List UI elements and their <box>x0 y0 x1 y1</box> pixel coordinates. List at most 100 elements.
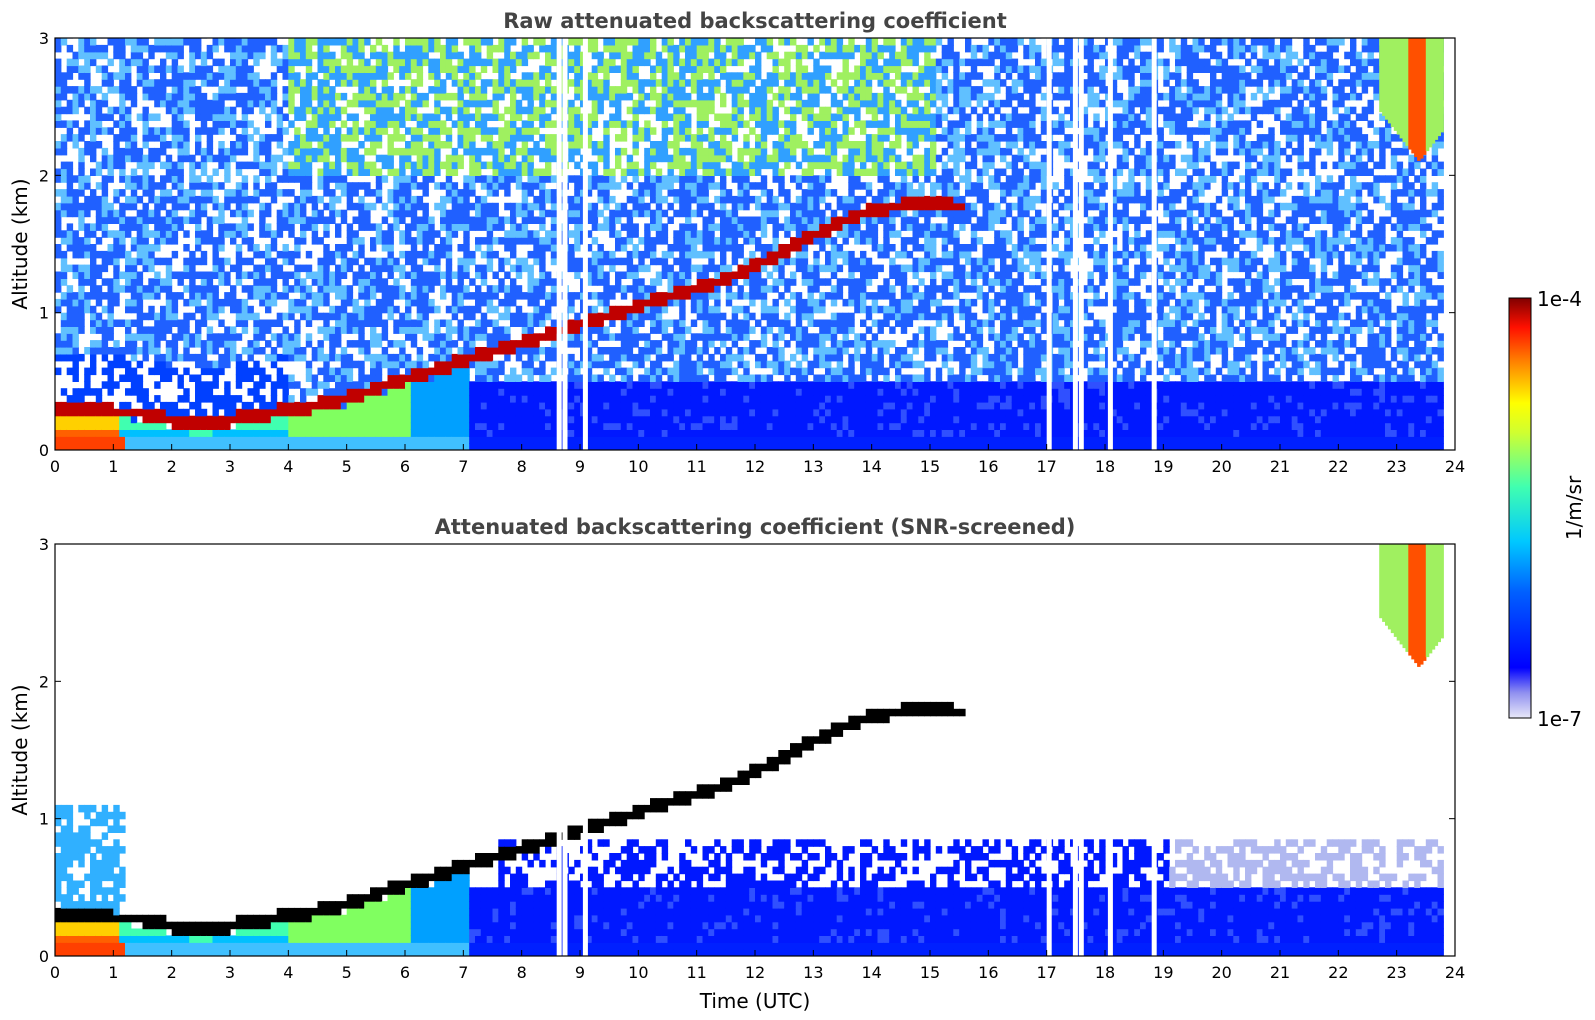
heatmap-cell <box>644 395 651 403</box>
heatmap-cell <box>650 209 657 218</box>
heatmap-cell <box>311 147 319 156</box>
heatmap-cell <box>340 326 348 334</box>
heatmap-cell <box>428 395 435 403</box>
heatmap-cell <box>130 38 138 46</box>
heatmap-cell <box>160 237 167 245</box>
heatmap-cell <box>200 120 208 128</box>
heatmap-cell <box>667 401 674 410</box>
heatmap-cell <box>113 360 120 369</box>
heatmap-cell <box>585 113 593 121</box>
heatmap-cell <box>603 395 610 403</box>
heatmap-cell <box>364 401 371 410</box>
heatmap-cell <box>405 381 412 389</box>
heatmap-cell <box>492 154 499 163</box>
heatmap-cell <box>440 374 447 382</box>
heatmap-cell <box>620 127 628 135</box>
heatmap-cell <box>434 360 441 369</box>
heatmap-cell <box>410 278 418 286</box>
heatmap-cell <box>259 264 266 273</box>
heatmap-cell <box>165 312 173 321</box>
heatmap-cell <box>346 195 354 204</box>
heatmap-cell <box>685 216 692 224</box>
heatmap-cell <box>539 244 546 252</box>
heatmap-cell <box>504 443 511 450</box>
heatmap-cell <box>259 38 266 46</box>
heatmap-cell <box>206 298 214 307</box>
heatmap-cell <box>679 161 686 170</box>
heatmap-cell <box>171 120 179 128</box>
heatmap-cell <box>136 347 144 355</box>
heatmap-cell <box>300 388 307 396</box>
heatmap-cell <box>206 381 214 389</box>
heatmap-cell <box>311 292 319 300</box>
heatmap-cell <box>416 292 424 300</box>
heatmap-cell <box>469 326 476 334</box>
heatmap-cell <box>527 79 534 87</box>
heatmap-cell <box>440 353 447 362</box>
heatmap-cell <box>644 401 651 410</box>
heatmap-cell <box>113 250 120 259</box>
heatmap-cell <box>160 195 167 204</box>
heatmap-cell <box>440 244 447 252</box>
heatmap-cell <box>597 381 604 389</box>
heatmap-cell <box>183 388 190 396</box>
heatmap-cell <box>527 92 534 101</box>
heatmap-cell <box>620 422 628 430</box>
heatmap-cell <box>241 374 249 382</box>
heatmap-cell <box>620 58 628 67</box>
heatmap-cell <box>667 271 674 279</box>
heatmap-cell <box>72 408 79 417</box>
heatmap-cell <box>620 381 628 389</box>
heatmap-cell <box>329 65 336 73</box>
heatmap-cell <box>171 65 179 73</box>
heatmap-cell <box>632 147 639 156</box>
heatmap-cell <box>364 257 371 266</box>
heatmap-cell <box>235 278 243 286</box>
heatmap-cell <box>690 436 698 444</box>
heatmap-cell <box>212 436 219 444</box>
heatmap-cell <box>276 65 284 73</box>
heatmap-cell <box>661 99 669 108</box>
heatmap-cell <box>486 244 494 252</box>
heatmap-cell <box>95 340 103 348</box>
heatmap-cell <box>469 353 476 362</box>
heatmap-cell <box>206 189 214 197</box>
heatmap-cell <box>259 298 266 307</box>
heatmap-cell <box>84 127 91 135</box>
heatmap-cell <box>270 381 278 389</box>
heatmap-cell <box>317 113 324 121</box>
heatmap-cell <box>125 436 132 444</box>
heatmap-cell <box>480 92 488 101</box>
heatmap-cell <box>206 79 214 87</box>
heatmap-cell <box>142 79 149 87</box>
heatmap-cell <box>165 443 173 450</box>
heatmap-cell <box>510 209 517 218</box>
heatmap-cell <box>410 38 418 46</box>
heatmap-cell <box>113 120 120 128</box>
heatmap-cell <box>218 443 225 450</box>
heatmap-cell <box>270 319 278 327</box>
heatmap-cell <box>410 223 418 231</box>
heatmap-cell <box>661 209 669 218</box>
heatmap-cell <box>300 92 307 101</box>
heatmap-cell <box>545 305 552 314</box>
heatmap-cell <box>416 408 424 417</box>
heatmap-cell <box>329 408 336 417</box>
heatmap-cell <box>101 99 109 108</box>
heatmap-cell <box>154 223 161 231</box>
heatmap-cell <box>597 353 604 362</box>
heatmap-cell <box>60 86 68 94</box>
heatmap-cell <box>259 99 266 108</box>
heatmap-cell <box>632 333 639 341</box>
heatmap-cell <box>84 305 91 314</box>
heatmap-cell <box>230 230 237 238</box>
heatmap-cell <box>265 319 272 327</box>
heatmap-cell <box>323 51 330 60</box>
heatmap-cell <box>224 38 231 46</box>
heatmap-cell <box>661 147 669 156</box>
heatmap-cell <box>375 168 383 176</box>
heatmap-cell <box>107 202 114 211</box>
heatmap-cell <box>224 202 231 211</box>
heatmap-cell <box>539 347 546 355</box>
heatmap-cell <box>95 195 103 204</box>
